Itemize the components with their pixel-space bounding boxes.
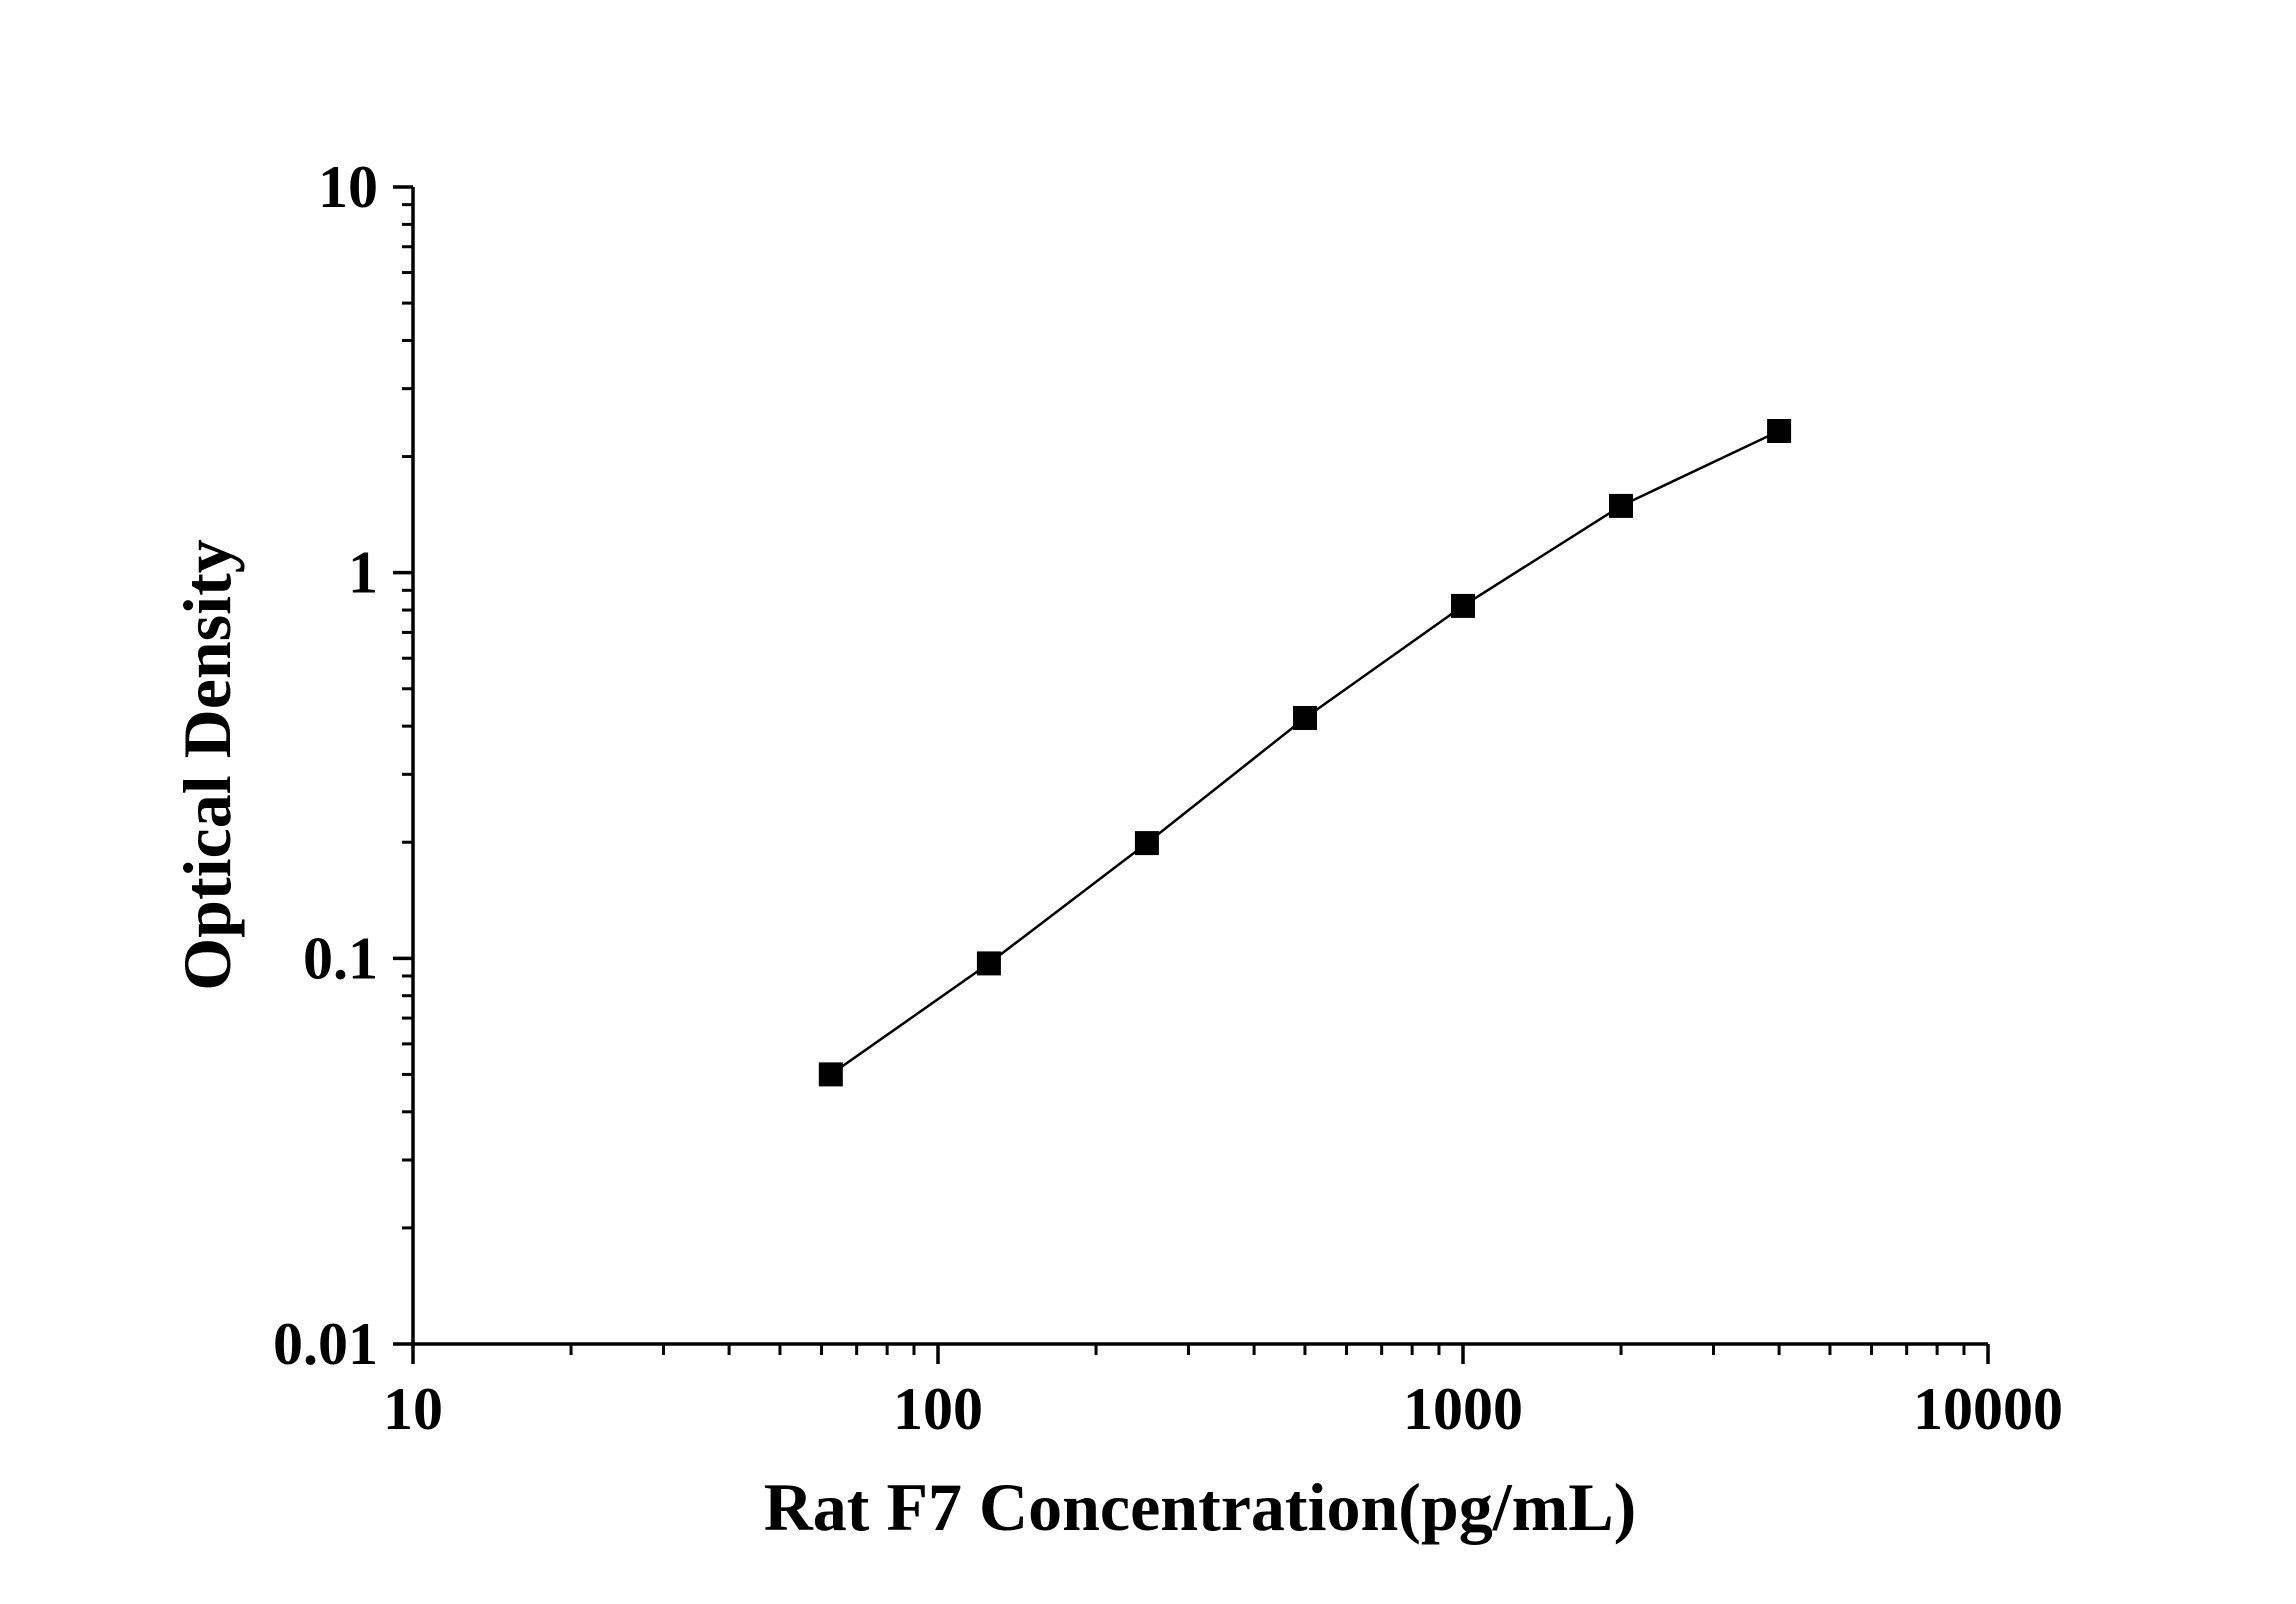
y-axis-title: Optical Density [169,539,245,990]
y-tick-label: 0.01 [273,1311,378,1377]
data-point [1609,493,1633,518]
y-tick-labels: 0.01 0.1 1 10 [273,154,378,1377]
x-tick-label: 100 [893,1376,983,1442]
data-point [818,1062,843,1087]
data-point [1134,831,1159,856]
axes [411,187,1988,1346]
y-tick-label: 10 [318,154,378,220]
y-ticks [393,185,413,1346]
x-tick-label: 1000 [1403,1376,1523,1442]
x-axis-title: Rat F7 Concentration(pg/mL) [764,1469,1637,1545]
series-points [818,419,1792,1087]
series-line [830,429,1780,1076]
data-point [976,951,1001,976]
x-tick-label: 10 [383,1376,443,1442]
x-tick-labels: 10 100 1000 10000 [383,1376,2063,1442]
y-tick-label: 0.1 [303,925,378,991]
x-tick-label: 10000 [1913,1376,2063,1442]
series-lines [830,429,1780,1076]
data-point [1451,593,1475,618]
data-point [1767,419,1792,443]
y-tick-label: 1 [348,540,378,606]
data-point [1293,706,1317,730]
x-ticks [411,1344,1990,1364]
